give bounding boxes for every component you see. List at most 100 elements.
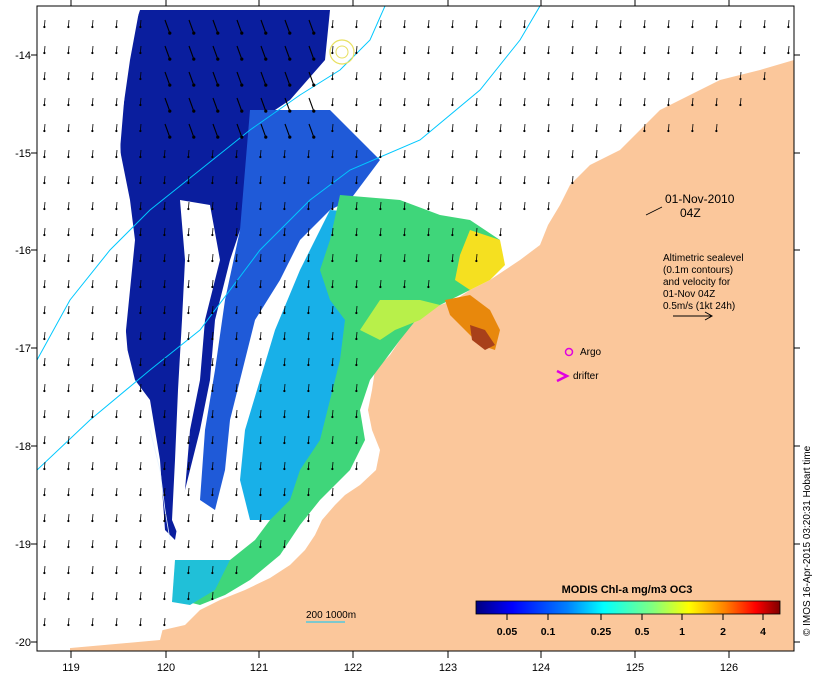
- velocity-arrow-head: [331, 25, 334, 29]
- velocity-arrow-head: [355, 285, 358, 289]
- velocity-arrow-head: [43, 181, 46, 185]
- velocity-arrow: [283, 357, 286, 366]
- velocity-arrow: [163, 357, 166, 366]
- velocity-arrow: [67, 591, 70, 600]
- velocity-arrow-head: [211, 441, 214, 445]
- velocity-arrow: [499, 227, 502, 236]
- velocity-arrow: [67, 305, 70, 314]
- velocity-arrow-head: [523, 207, 526, 211]
- velocity-arrow-head: [523, 51, 526, 55]
- velocity-arrow-head: [115, 25, 118, 29]
- velocity-arrow-head: [523, 103, 526, 107]
- velocity-arrow-head: [451, 129, 454, 133]
- velocity-arrow: [91, 227, 94, 236]
- velocity-arrow-head: [235, 363, 238, 367]
- velocity-arrow: [235, 383, 238, 392]
- velocity-arrow-head: [355, 181, 358, 185]
- velocity-arrow: [235, 331, 238, 340]
- velocity-arrow-head: [715, 129, 718, 133]
- lon-tick-label: 124: [532, 662, 550, 674]
- velocity-arrow: [139, 123, 142, 132]
- velocity-arrow: [547, 123, 550, 132]
- velocity-arrow-head: [139, 363, 142, 367]
- velocity-arrow-head: [355, 207, 358, 211]
- velocity-arrow-head: [571, 51, 574, 55]
- velocity-arrow-head: [240, 109, 244, 113]
- velocity-arrow: [91, 513, 94, 522]
- velocity-arrow: [139, 149, 142, 158]
- lat-tick-labels: -14 -15 -16 -17 -18 -19 -20: [15, 50, 31, 649]
- velocity-arrow: [331, 123, 334, 132]
- velocity-arrow: [187, 305, 190, 314]
- velocity-arrow: [67, 253, 70, 262]
- velocity-arrow-head: [355, 155, 358, 159]
- velocity-arrow-head: [451, 181, 454, 185]
- velocity-arrow-head: [787, 51, 790, 55]
- velocity-arrow: [43, 357, 46, 366]
- velocity-arrow: [164, 123, 171, 138]
- velocity-arrow: [212, 19, 219, 34]
- velocity-arrow: [379, 149, 382, 158]
- velocity-arrow-head: [288, 109, 292, 113]
- velocity-arrow: [164, 19, 171, 34]
- velocity-arrow-head: [163, 441, 166, 445]
- altimetry-note-line: (0.1m contours): [663, 265, 733, 276]
- velocity-arrow: [379, 123, 382, 132]
- velocity-arrow-head: [259, 519, 262, 523]
- altimetry-note-line: 0.5m/s (1kt 24h): [663, 301, 735, 312]
- velocity-arrow-head: [331, 207, 334, 211]
- velocity-arrow: [91, 461, 94, 470]
- velocity-arrow-head: [259, 259, 262, 263]
- velocity-arrow: [211, 487, 214, 496]
- argo-label: Argo: [580, 347, 602, 358]
- velocity-arrow: [259, 383, 262, 392]
- velocity-arrow-head: [763, 25, 766, 29]
- velocity-arrow-head: [288, 57, 292, 61]
- velocity-arrow: [91, 19, 94, 28]
- velocity-arrow: [451, 71, 454, 80]
- velocity-arrow: [643, 45, 646, 54]
- velocity-arrow-head: [283, 207, 286, 211]
- velocity-arrow-head: [163, 285, 166, 289]
- eddy-contour-inner: [335, 45, 349, 59]
- velocity-arrow-head: [240, 83, 244, 87]
- velocity-arrow: [307, 409, 310, 418]
- velocity-arrow-head: [43, 597, 46, 601]
- velocity-arrow-head: [67, 155, 70, 159]
- velocity-arrow-head: [331, 311, 334, 315]
- velocity-arrow: [67, 97, 70, 106]
- velocity-arrow-head: [115, 389, 118, 393]
- velocity-arrow-head: [139, 77, 142, 81]
- velocity-arrow-head: [331, 363, 334, 367]
- velocity-arrow-head: [571, 103, 574, 107]
- velocity-arrow: [355, 409, 358, 418]
- velocity-arrow: [235, 435, 238, 444]
- velocity-arrow: [67, 71, 70, 80]
- drifter-marker-icon: [556, 369, 570, 383]
- velocity-arrow: [91, 357, 94, 366]
- velocity-arrow: [43, 123, 46, 132]
- lat-tick-label: -15: [15, 148, 31, 160]
- velocity-arrow-head: [499, 129, 502, 133]
- velocity-arrow: [763, 45, 766, 54]
- velocity-arrow: [451, 175, 454, 184]
- velocity-arrow-head: [168, 31, 172, 35]
- velocity-arrow-head: [91, 363, 94, 367]
- velocity-arrow-head: [355, 415, 358, 419]
- velocity-arrow-head: [211, 363, 214, 367]
- velocity-arrow: [307, 149, 310, 158]
- velocity-arrow: [475, 175, 478, 184]
- velocity-arrow: [260, 71, 267, 86]
- velocity-arrow: [115, 591, 118, 600]
- velocity-arrow: [355, 305, 358, 314]
- velocity-arrow: [236, 97, 243, 112]
- velocity-arrow: [211, 227, 214, 236]
- velocity-arrow-head: [192, 109, 196, 113]
- velocity-arrow-head: [91, 467, 94, 471]
- velocity-arrow-head: [307, 363, 310, 367]
- velocity-arrow-head: [331, 103, 334, 107]
- velocity-arrow-head: [235, 337, 238, 341]
- velocity-arrow: [355, 71, 358, 80]
- lon-tick-labels: 119 120 121 122 123 124 125 126: [62, 662, 738, 674]
- velocity-arrow-head: [619, 51, 622, 55]
